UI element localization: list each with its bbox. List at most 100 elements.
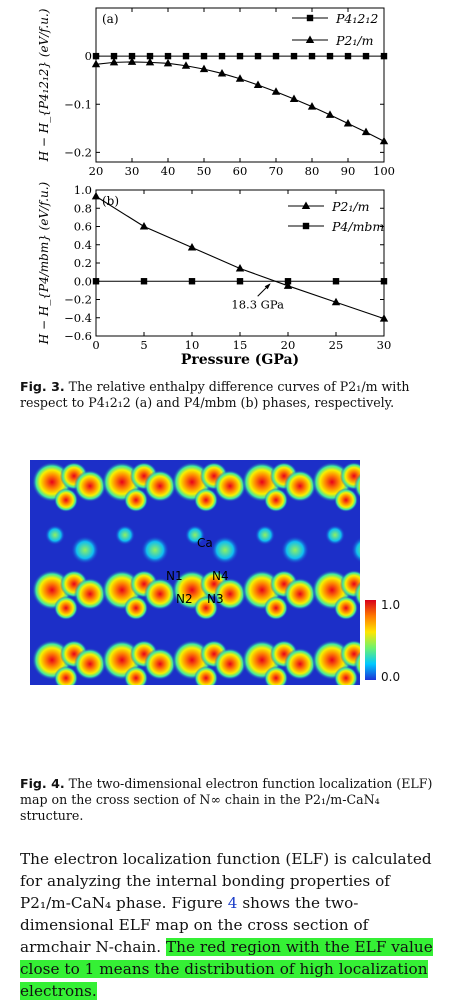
data-point (380, 278, 388, 285)
elf-blob (144, 578, 176, 610)
y-tick-label: 0.8 (74, 201, 92, 215)
body-text-3: N-chain. (95, 938, 166, 956)
data-point (146, 52, 154, 60)
data-point (344, 52, 352, 60)
legend-marker (301, 201, 311, 209)
data-point (92, 278, 100, 285)
plot-frame (95, 7, 385, 163)
data-point (283, 281, 293, 289)
data-point (361, 127, 371, 136)
y-axis-label: H − H_{P4₁2₁2} (eV/f.u.) (37, 8, 51, 162)
legend-marker (302, 222, 310, 230)
elf-blob (255, 525, 275, 545)
y-tick-label: 0.2 (74, 256, 92, 270)
legend-label: P4₁2₁2 (335, 11, 378, 26)
elf-map-image (32, 462, 360, 685)
elf-blob (214, 578, 246, 610)
elf-blob (354, 473, 360, 499)
data-point (307, 102, 317, 110)
elf-blob (144, 648, 176, 680)
elf-blob (214, 648, 246, 680)
x-tick-label: 10 (185, 338, 200, 352)
series-1 (91, 57, 389, 145)
data-point (139, 222, 149, 230)
legend-marker (306, 14, 314, 22)
elf-blob (334, 488, 358, 512)
fig3-caption-text: The relative enthalpy difference curves … (20, 379, 410, 410)
fig3-caption-label: Fig. 3. (20, 379, 65, 394)
data-point (290, 52, 298, 60)
x-tick-label: 80 (305, 164, 320, 178)
data-point (331, 297, 341, 306)
annotation-arrow-head (264, 283, 271, 290)
data-point (325, 110, 335, 118)
data-point (236, 278, 244, 285)
series-line (95, 61, 385, 142)
data-point (164, 52, 172, 60)
elf-blob (185, 525, 205, 545)
elf-blob (71, 536, 99, 564)
x-tick-label: 60 (233, 164, 248, 178)
elf-blob (194, 596, 218, 620)
legend-marker (305, 35, 315, 43)
x-tick-label: 90 (341, 164, 356, 178)
elf-blob (334, 666, 358, 685)
elf-blob (194, 666, 218, 685)
y-tick-label: −0.6 (64, 329, 92, 343)
elf-blob (281, 536, 309, 564)
data-point (199, 64, 209, 73)
elf-blob (45, 525, 65, 545)
y-tick-label: −0.2 (64, 145, 92, 159)
y-tick-label: −0.4 (64, 311, 92, 325)
elf-blob (54, 488, 78, 512)
data-point (235, 263, 245, 272)
panel-label: (b) (102, 194, 119, 208)
x-tick-label: 15 (233, 338, 248, 352)
data-point (182, 52, 190, 60)
legend-label: P2₁/m (335, 33, 373, 48)
y-tick-label: 0 (85, 49, 92, 63)
y-tick-label: 0.4 (74, 238, 92, 252)
elf-blob (54, 666, 78, 685)
elf-blob (214, 470, 246, 502)
colorbar-max-label: 1.0 (381, 598, 401, 612)
data-point (145, 57, 155, 66)
y-axis-label: H − H_{P4/mbm} (eV/f.u.) (37, 181, 51, 345)
annotation-label: 18.3 GPa (231, 297, 284, 311)
elf-blob (74, 470, 106, 502)
data-point (188, 278, 196, 285)
data-point (289, 94, 299, 102)
series-0 (91, 191, 389, 322)
atom-label-n1: N1 (166, 569, 183, 583)
data-point (91, 59, 101, 68)
x-tick-label: 20 (281, 338, 296, 352)
data-point (254, 52, 262, 60)
elf-blob (141, 536, 169, 564)
x-axis-label: Pressure (GPa) (181, 352, 299, 368)
y-tick-label: −0.1 (64, 97, 92, 111)
data-point (218, 52, 226, 60)
data-point (187, 242, 197, 251)
data-point (92, 52, 100, 60)
elf-blob (264, 596, 288, 620)
fig4-caption: Fig. 4. The two-dimensional electron fun… (20, 776, 438, 824)
data-point (326, 52, 334, 60)
x-tick-label: 70 (269, 164, 284, 178)
elf-blob (194, 488, 218, 512)
data-point (181, 61, 191, 69)
x-tick-label: 25 (329, 338, 344, 352)
series-1 (92, 278, 388, 285)
y-tick-label: −0.2 (64, 293, 92, 307)
data-point (332, 278, 340, 285)
figure-4-link[interactable]: 4 (227, 894, 238, 912)
elf-blob (334, 596, 358, 620)
elf-blob (351, 536, 360, 564)
data-point (128, 52, 136, 60)
atom-label-n3: N3 (207, 592, 224, 606)
data-point (380, 52, 388, 60)
data-point (217, 68, 227, 77)
data-point (140, 278, 148, 285)
chart-b: 0 5 10 15 20 25 30 1.0 0.8 0.6 0.4 0.2 0.0 −0.2 −0.4 −0… (37, 181, 391, 368)
data-point (235, 74, 245, 82)
y-tick-label: 0.6 (74, 220, 92, 234)
